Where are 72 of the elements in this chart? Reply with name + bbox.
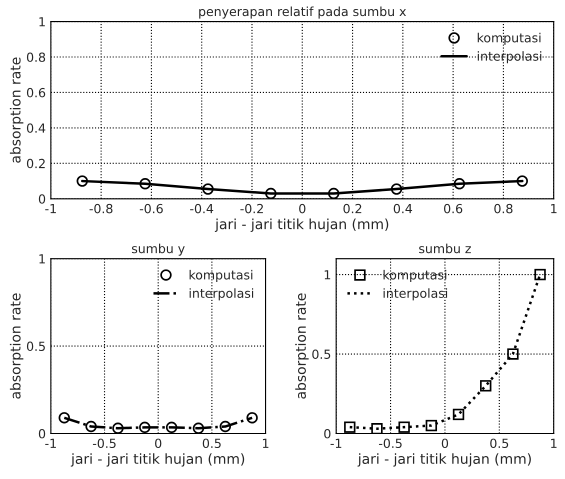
y-tick-label: 0.8: [26, 52, 46, 62]
point: [328, 188, 340, 199]
point: [139, 422, 150, 434]
x-axis-title: jari - jari titik hujan (mm): [358, 453, 531, 467]
x-tick-label: 0: [155, 438, 162, 448]
point: [426, 420, 438, 432]
point: [265, 188, 277, 199]
legend-label: interpolasi: [478, 51, 542, 64]
x-tick-label: -0.6: [140, 204, 163, 214]
point: [139, 178, 151, 190]
point: [344, 421, 356, 433]
x-tick-label: -0.5: [92, 438, 116, 448]
point: [534, 268, 546, 280]
point: [246, 412, 258, 424]
point: [507, 348, 519, 360]
legend-label: komputasi: [190, 270, 252, 282]
x-tick-label: -1: [330, 438, 342, 448]
point: [85, 420, 97, 432]
x-tick-label: 0: [299, 204, 306, 214]
x-tick-label: 0.2: [343, 204, 362, 214]
y-tick-label: 0.5: [26, 342, 45, 352]
x-tick-label: -0.4: [190, 204, 214, 214]
point: [220, 420, 231, 432]
x-tick-label: -0.2: [240, 204, 263, 214]
point: [371, 423, 383, 434]
y-tick-label: 0: [38, 428, 46, 438]
y-tick-label: 1: [324, 270, 330, 280]
x-tick-label: 0: [442, 438, 448, 448]
x-tick-label: 0.6: [444, 204, 462, 214]
point: [398, 421, 410, 433]
x-axis-title: jari - jari titik hujan (mm): [70, 453, 244, 467]
chart-title: sumbu y: [132, 244, 185, 256]
point: [454, 178, 466, 190]
legend-label: komputasi: [478, 32, 540, 45]
point: [192, 422, 204, 434]
x-tick-label: -1: [45, 204, 56, 214]
y-tick-label: 0.6: [26, 88, 46, 98]
x-tick-label: -0.8: [90, 204, 112, 214]
point: [166, 422, 178, 434]
point: [480, 380, 492, 392]
x-tick-label: -0.5: [378, 438, 402, 448]
y-axis-title: absorption rate: [295, 293, 309, 399]
y-tick-label: 0.2: [26, 158, 45, 168]
y-tick-label: 0.5: [312, 349, 330, 359]
legend-label: interpolasi: [190, 288, 254, 300]
x-tick-label: 0.8: [494, 204, 512, 214]
point: [58, 412, 70, 424]
point: [112, 422, 124, 434]
legend-label: komputasi: [384, 270, 446, 282]
x-tick-label: 0.5: [202, 438, 221, 448]
x-tick-label: 1: [551, 438, 557, 448]
point: [390, 183, 402, 195]
x-tick-label: 0.4: [394, 204, 412, 214]
point: [76, 175, 88, 187]
chart-title: penyerapan relatif pada sumbu x: [199, 6, 406, 19]
chart-title: sumbu z: [419, 244, 471, 254]
y-axis-title: absorption rate: [10, 58, 24, 163]
y-tick-label: 0: [38, 194, 46, 204]
y-tick-label: 0.4: [26, 123, 46, 133]
legend-label: interpolasi: [384, 288, 448, 300]
x-axis-title: jari - jari titik hujan (mm): [214, 218, 388, 232]
x-tick-label: 1: [551, 204, 557, 214]
point: [516, 175, 528, 187]
x-tick-label: 0.5: [490, 438, 508, 448]
point: [202, 183, 214, 195]
y-tick-label: 1: [39, 17, 45, 26]
y-tick-label: 0: [324, 428, 330, 438]
y-axis-title: absorption rate: [10, 293, 24, 399]
x-tick-label: 1: [262, 438, 268, 448]
point: [452, 408, 464, 420]
x-tick-label: -1: [45, 438, 56, 448]
y-tick-label: 1: [39, 254, 45, 264]
